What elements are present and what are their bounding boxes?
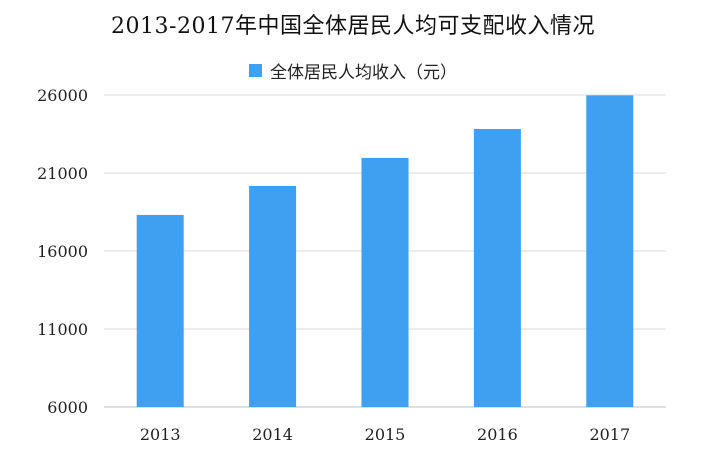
x-tick-label: 2016: [477, 425, 518, 444]
y-tick-label: 6000: [47, 398, 88, 417]
bar-2015: [361, 157, 409, 407]
legend-label: 全体居民人均收入（元）: [270, 63, 457, 83]
y-tick-label: 26000: [37, 86, 88, 105]
y-tick-label: 16000: [37, 242, 88, 261]
x-tick-label: 2015: [365, 425, 406, 444]
x-tick-label: 2017: [589, 425, 630, 444]
y-tick-label: 11000: [37, 320, 88, 339]
x-tick-labels: 2013 2014 2015 2016 2017: [140, 425, 630, 444]
legend: 全体居民人均收入（元）: [0, 58, 706, 83]
bar-2014: [249, 185, 297, 407]
bar-2016: [473, 128, 521, 407]
x-tick-label: 2013: [140, 425, 181, 444]
bars: [136, 95, 634, 407]
legend-swatch: [249, 64, 262, 77]
bar-2017: [586, 95, 634, 407]
bar-2013: [136, 214, 184, 407]
y-tick-label: 21000: [37, 164, 88, 183]
y-tick-labels: 6000 11000 16000 21000 26000: [37, 86, 88, 417]
chart-title: 2013-2017年中国全体居民人均可支配收入情况: [111, 14, 595, 39]
x-tick-label: 2014: [252, 425, 293, 444]
